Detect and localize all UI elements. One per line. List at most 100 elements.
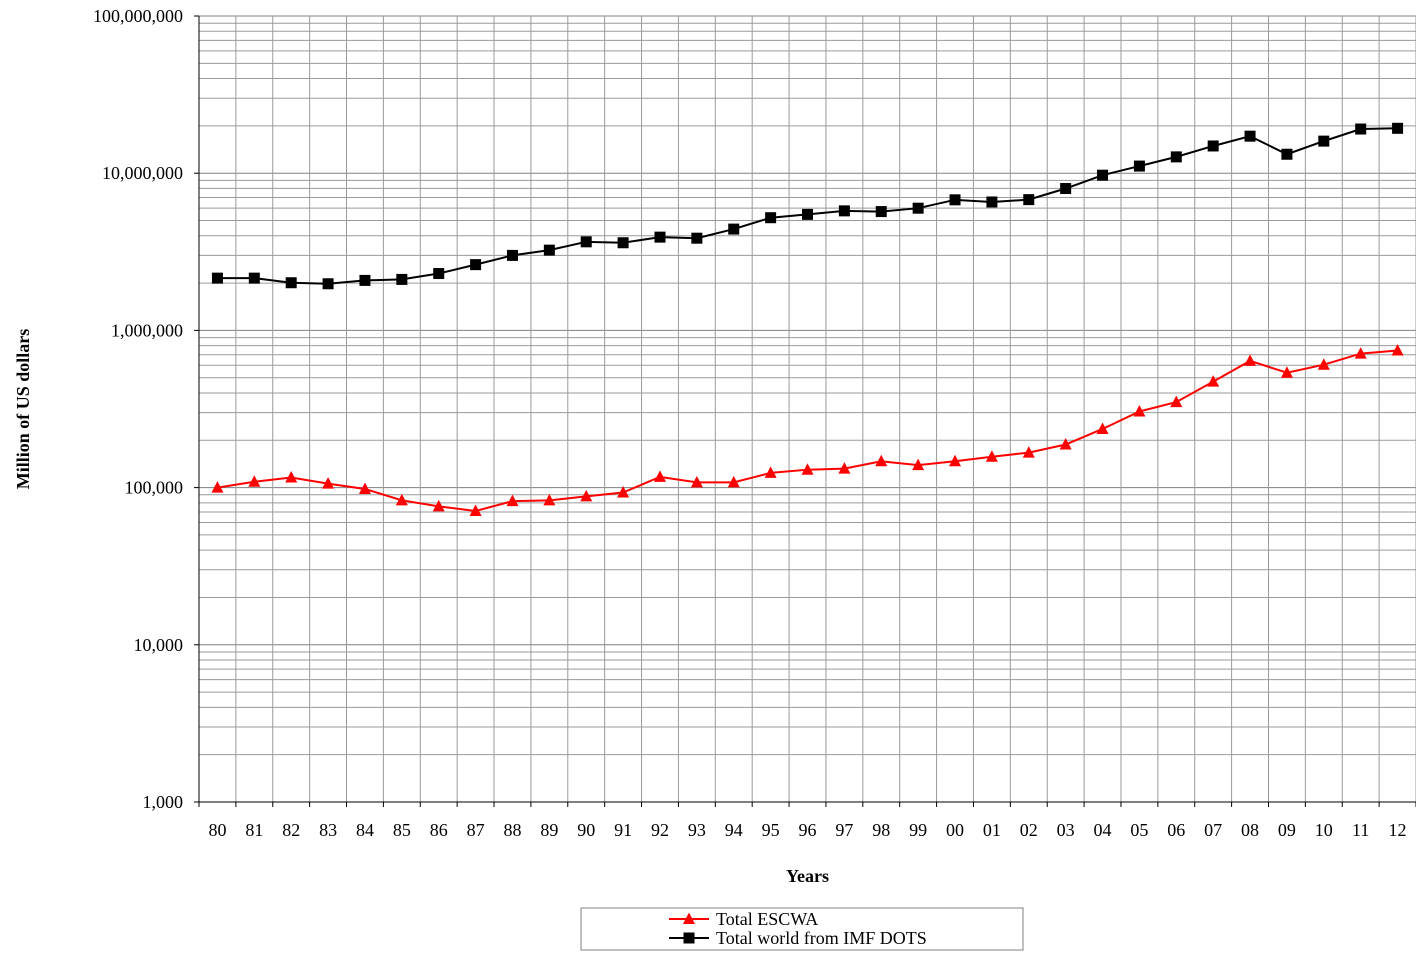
- data-point: [1096, 422, 1109, 434]
- x-tick-label: 12: [1389, 820, 1407, 840]
- x-tick-label: 87: [467, 820, 485, 840]
- x-tick-label: 91: [614, 820, 632, 840]
- y-axis-title: Million of US dollars: [13, 329, 33, 490]
- y-tick-label: 10,000,000: [102, 163, 183, 183]
- y-tick-label: 100,000,000: [93, 6, 183, 26]
- x-tick-label: 03: [1057, 820, 1075, 840]
- data-point: [617, 237, 629, 249]
- grid: [199, 15, 1416, 803]
- data-point: [211, 272, 223, 284]
- data-point: [764, 466, 777, 478]
- data-point: [912, 202, 924, 214]
- data-point: [1391, 343, 1404, 356]
- data-point: [285, 277, 297, 289]
- y-axis-tick-labels: 1,000 10,000 100,000 1,000,000 10,000,000 100…: [93, 6, 183, 812]
- legend-marker: [683, 932, 695, 944]
- legend-label: Total ESCWA: [716, 909, 818, 929]
- series: [211, 122, 1404, 516]
- x-tick-label: 86: [430, 820, 448, 840]
- data-point: [838, 205, 850, 217]
- series-line: [217, 127, 1398, 285]
- data-point: [1281, 148, 1293, 160]
- data-point: [211, 481, 224, 493]
- x-tick-label: 97: [835, 820, 853, 840]
- x-tick-label: 04: [1094, 820, 1112, 840]
- data-point: [691, 232, 703, 244]
- data-point: [248, 272, 260, 284]
- data-point: [653, 470, 666, 482]
- data-point: [322, 278, 334, 290]
- data-point: [396, 273, 408, 285]
- x-axis-title: Years: [786, 866, 829, 886]
- data-point: [949, 454, 962, 467]
- x-tick-label: 94: [725, 820, 743, 840]
- data-point: [580, 489, 593, 502]
- data-point: [802, 208, 813, 220]
- data-point: [765, 212, 777, 224]
- x-tick-label: 08: [1241, 820, 1259, 840]
- data-point: [1355, 123, 1367, 135]
- data-point: [1170, 395, 1183, 408]
- legend-box: [580, 907, 1024, 951]
- data-point: [838, 462, 851, 474]
- series-total-world-imf-dots: [211, 122, 1404, 290]
- x-tick-label: 81: [245, 820, 263, 840]
- x-tick-label: 99: [909, 820, 927, 840]
- data-point: [248, 475, 261, 487]
- x-tick-label: 06: [1167, 820, 1185, 840]
- data-point: [1317, 358, 1330, 370]
- data-point: [875, 454, 888, 467]
- x-tick-label: 90: [577, 820, 595, 840]
- y-tick-label: 100,000: [125, 478, 184, 498]
- data-point: [949, 194, 961, 206]
- x-tick-label: 98: [872, 820, 890, 840]
- x-tick-label: 82: [282, 820, 300, 840]
- data-point: [1170, 151, 1182, 163]
- data-point: [1354, 347, 1367, 359]
- data-point: [1133, 160, 1145, 172]
- series-total-escwa: [211, 343, 1404, 516]
- data-point: [654, 231, 666, 243]
- data-point: [1244, 354, 1257, 366]
- x-tick-label: 07: [1204, 820, 1222, 840]
- data-point: [433, 268, 445, 280]
- data-point: [1022, 446, 1035, 458]
- legend-label: Total world from IMF DOTS: [716, 928, 927, 948]
- data-point: [1097, 169, 1109, 181]
- data-point: [359, 274, 371, 286]
- data-point: [1059, 438, 1072, 450]
- x-tick-label: 88: [503, 820, 521, 840]
- data-point: [1207, 375, 1220, 387]
- data-point: [985, 450, 998, 462]
- x-tick-label: 11: [1352, 820, 1369, 840]
- data-point: [1207, 140, 1219, 152]
- y-tick-label: 1,000: [143, 792, 184, 812]
- data-point: [358, 482, 371, 494]
- x-tick-label: 02: [1020, 820, 1038, 840]
- data-point: [543, 244, 555, 256]
- data-point: [395, 493, 408, 506]
- data-point: [727, 475, 740, 488]
- x-tick-label: 89: [540, 820, 558, 840]
- data-point: [322, 477, 335, 489]
- data-point: [1392, 122, 1404, 134]
- legend-marker: [683, 912, 695, 924]
- x-tick-label: 84: [356, 820, 374, 840]
- data-point: [617, 486, 630, 498]
- x-tick-label: 05: [1130, 820, 1148, 840]
- data-point: [1318, 135, 1330, 147]
- data-point: [875, 206, 887, 218]
- data-point: [912, 458, 925, 471]
- x-tick-label: 01: [983, 820, 1001, 840]
- data-point: [506, 494, 519, 507]
- x-tick-label: 93: [688, 820, 706, 840]
- data-point: [285, 470, 298, 483]
- data-point: [1280, 366, 1293, 378]
- data-point: [1244, 130, 1256, 142]
- series-line: [217, 349, 1398, 512]
- y-tick-label: 10,000: [134, 635, 184, 655]
- x-axis-tick-labels: 80 81 82 83 84 85 86 87 88 89 90 91 92 93 94 95 96 97 98 99…: [208, 820, 1406, 840]
- data-point: [470, 259, 482, 271]
